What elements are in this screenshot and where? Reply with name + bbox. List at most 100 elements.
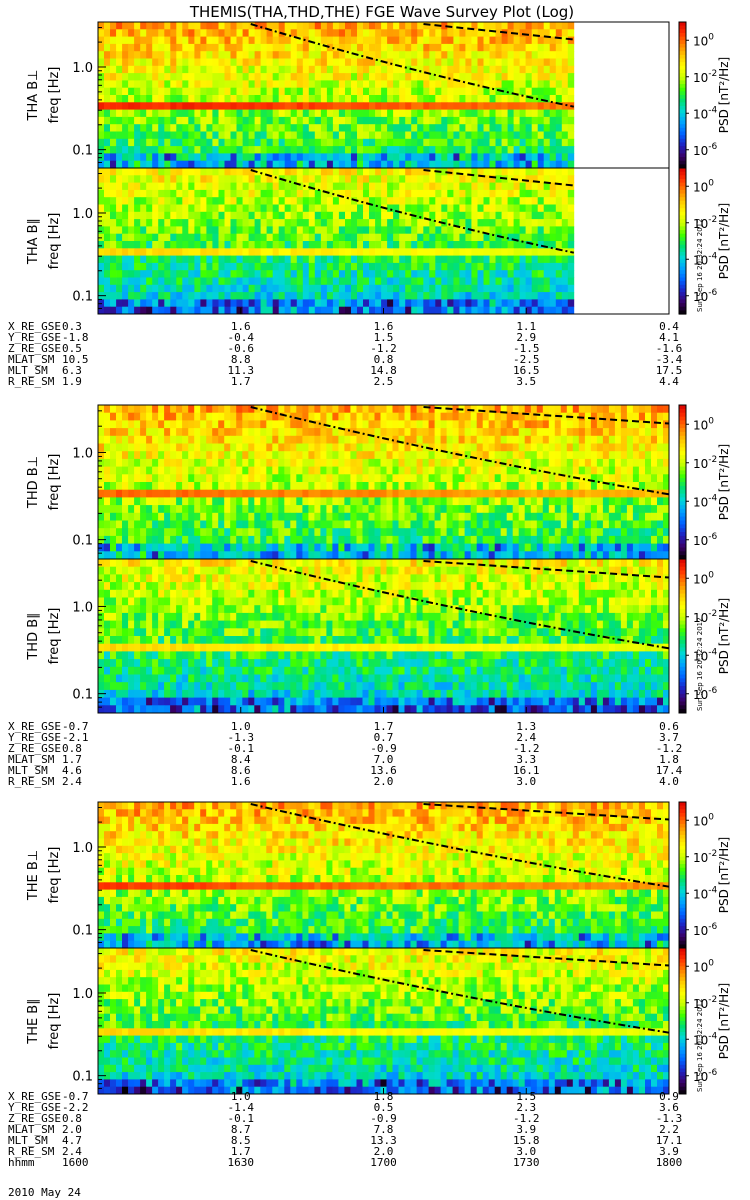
psd-cell [326, 528, 333, 537]
psd-cell [170, 512, 177, 521]
psd-cell [236, 109, 243, 118]
psd-cell [224, 58, 231, 67]
psd-cell [242, 80, 249, 89]
psd-cell [242, 443, 249, 452]
psd-cell [158, 528, 165, 537]
psd-cell [236, 255, 243, 264]
psd-cell [543, 211, 551, 220]
psd-cell [218, 306, 225, 315]
orbit-row-label: Z_RE_GSE [8, 342, 61, 355]
psd-cell [290, 29, 298, 37]
psd-cell [206, 497, 213, 506]
psd-cell [110, 284, 117, 293]
psd-cell [362, 443, 369, 452]
psd-cell [620, 428, 628, 437]
psd-cell [471, 241, 478, 249]
psd-cell [375, 22, 382, 30]
psd-cell [663, 497, 670, 506]
psd-cell [110, 102, 117, 110]
psd-cell [537, 22, 545, 30]
psd-cell [489, 197, 496, 205]
psd-cell [410, 405, 417, 414]
psd-cell [429, 233, 436, 242]
psd-cell [164, 241, 171, 249]
spectrogram-cells [98, 22, 575, 169]
psd-cell [500, 420, 508, 429]
psd-cell [308, 443, 315, 452]
psd-cell [242, 270, 249, 278]
psd-cell [465, 241, 472, 249]
psd-cell [422, 458, 429, 467]
psd-cell [465, 73, 472, 81]
psd-cell [176, 412, 183, 421]
psd-cell [477, 80, 484, 89]
psd-cell [602, 435, 610, 444]
psd-cell [122, 124, 129, 132]
psd-cell [495, 168, 502, 176]
psd-cell [134, 535, 141, 544]
psd-cell [459, 299, 466, 308]
psd-cell [134, 428, 141, 437]
psd-cell [200, 22, 207, 30]
psd-cell [537, 248, 545, 256]
psd-cell [351, 87, 358, 96]
psd-cell [459, 73, 466, 81]
psd-cell [224, 241, 231, 249]
psd-cell [651, 489, 658, 498]
psd-cell [602, 474, 610, 483]
psd-cell [242, 262, 249, 271]
psd-cell [320, 451, 327, 460]
psd-cell [278, 420, 285, 429]
psd-cell [393, 73, 400, 81]
psd-cell [218, 102, 225, 110]
psd-cell [495, 109, 502, 118]
psd-cell [350, 474, 357, 483]
psd-cell [435, 277, 442, 286]
psd-cell [146, 428, 153, 437]
psd-cell [465, 138, 472, 147]
psd-cell [488, 435, 496, 444]
psd-cell [561, 211, 569, 220]
psd-cell [423, 80, 430, 89]
psd-cell [429, 102, 436, 110]
psd-cell [614, 420, 622, 429]
colorbar-tick-label: 100 [693, 32, 714, 48]
psd-cell [531, 131, 539, 140]
psd-cell [393, 175, 400, 183]
psd-cell [278, 226, 286, 235]
psd-cell [351, 219, 358, 227]
psd-cell [110, 22, 117, 30]
psd-cell [464, 489, 471, 498]
psd-cell [314, 175, 322, 183]
psd-cell [278, 528, 285, 537]
psd-cell [98, 175, 105, 183]
psd-cell [357, 292, 364, 300]
psd-cell [242, 482, 249, 491]
colorbar-segment [679, 142, 686, 147]
psd-cell [308, 131, 316, 140]
psd-cell [158, 109, 165, 118]
psd-cell [518, 435, 526, 444]
psd-cell [464, 458, 471, 467]
psd-cell [561, 124, 569, 132]
psd-cell [224, 435, 231, 444]
psd-cell [116, 73, 123, 81]
psd-cell [441, 22, 448, 30]
psd-cell [470, 482, 478, 491]
psd-cell [381, 277, 388, 286]
psd-cell [248, 65, 255, 74]
psd-cell [182, 58, 189, 67]
psd-cell [512, 412, 520, 421]
psd-cell [302, 197, 310, 205]
psd-cell [278, 520, 285, 529]
psd-cell [182, 95, 189, 103]
psd-cell [320, 528, 327, 537]
psd-cell [369, 80, 376, 89]
psd-cell [170, 116, 177, 125]
psd-cell [555, 29, 563, 37]
psd-cell [392, 474, 399, 483]
psd-cell [453, 109, 460, 118]
psd-cell [561, 131, 569, 140]
psd-cell [296, 412, 303, 421]
psd-cell [548, 497, 556, 506]
